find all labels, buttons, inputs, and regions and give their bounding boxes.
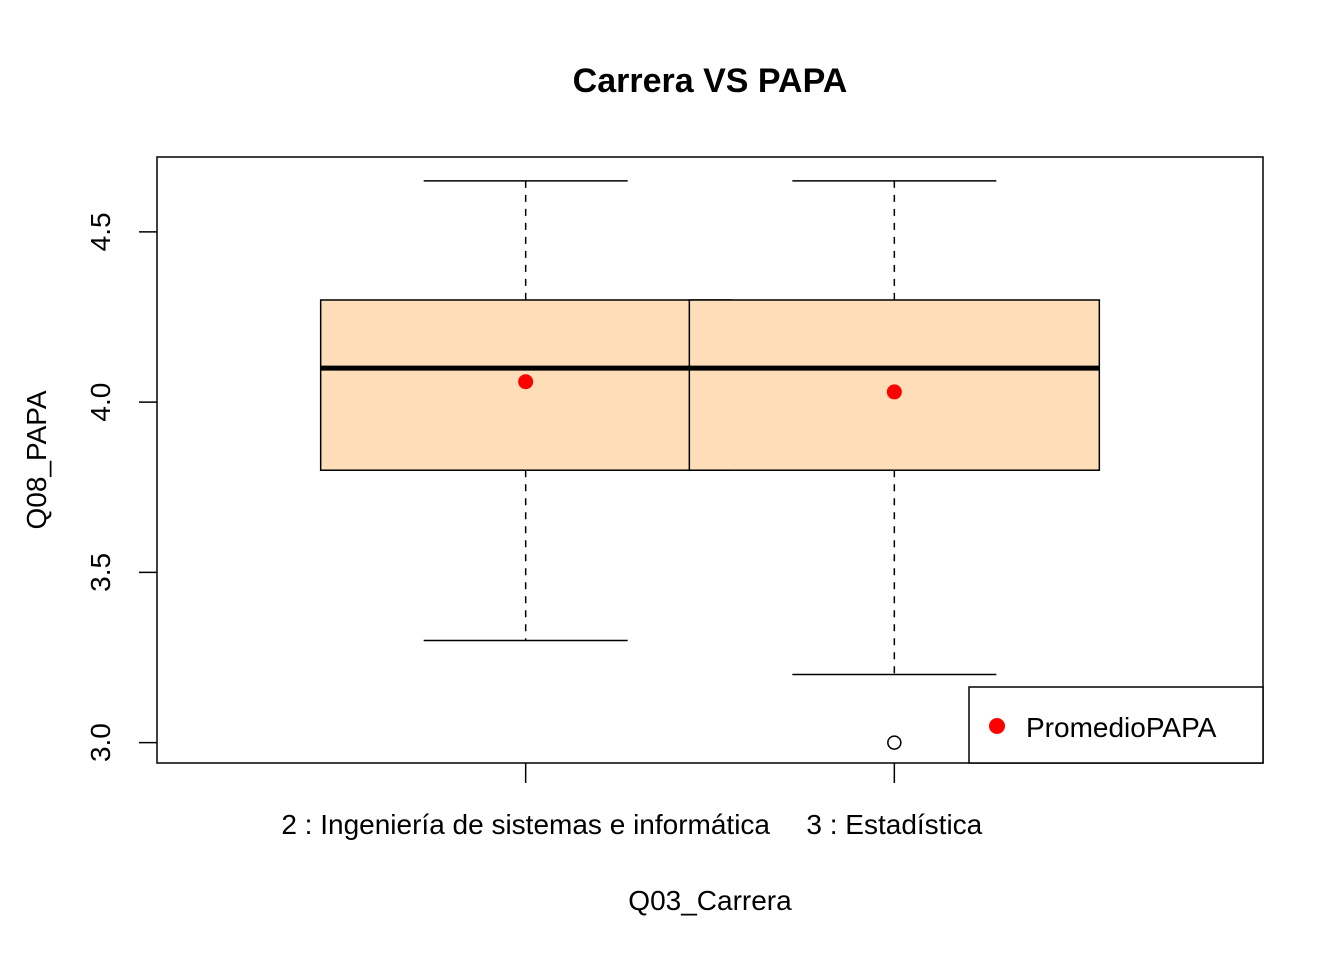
box-group	[688, 180, 1101, 750]
legend: PromedioPAPA	[968, 686, 1264, 764]
plot-frame	[156, 156, 1264, 764]
mean-point	[886, 384, 902, 400]
y-tick-label: 3.0	[85, 723, 116, 762]
y-tick-label: 3.5	[85, 553, 116, 592]
boxes-layer	[319, 180, 1101, 750]
box-group	[319, 180, 732, 642]
mean-point	[518, 374, 534, 390]
x-axis: 2 : Ingeniería de sistemas e informática…	[281, 763, 983, 840]
chart-title: Carrera VS PAPA	[573, 62, 848, 100]
outlier-point	[887, 735, 902, 750]
legend-mean-marker	[989, 718, 1005, 734]
y-tick-label: 4.0	[85, 383, 116, 422]
x-tick-label: 3 : Estadística	[806, 809, 982, 840]
x-tick-label: 2 : Ingeniería de sistemas e informática	[281, 809, 770, 840]
y-tick-label: 4.5	[85, 212, 116, 251]
x-axis-label: Q03_Carrera	[628, 885, 792, 916]
legend-box	[968, 686, 1264, 764]
y-axis: 3.0 3.5 4.0 4.5	[85, 212, 157, 762]
y-axis-label: Q08_PAPA	[21, 390, 52, 529]
legend-label: PromedioPAPA	[1026, 712, 1217, 743]
